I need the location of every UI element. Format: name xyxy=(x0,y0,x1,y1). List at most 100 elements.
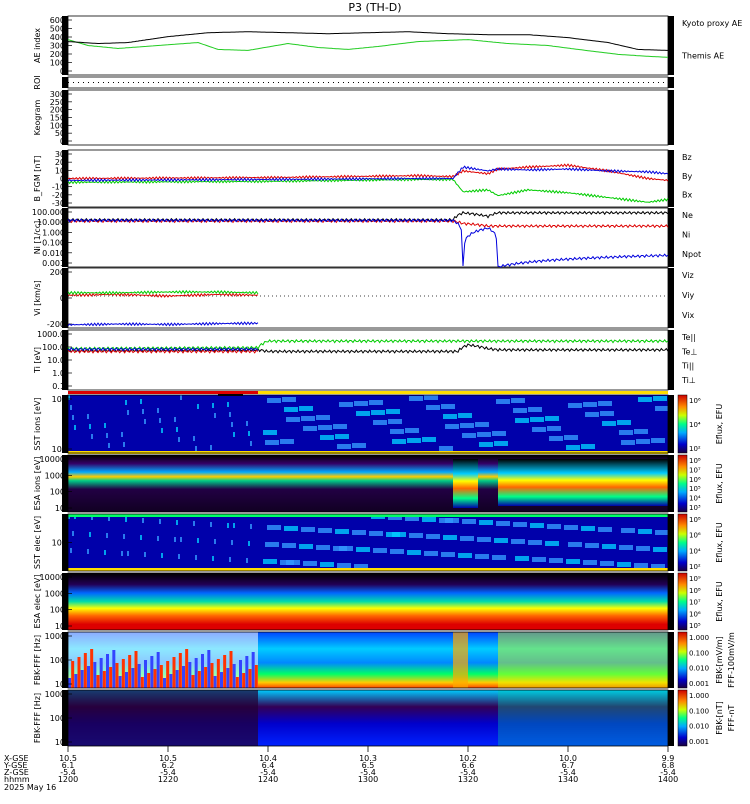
panel-sst-elec-cbar-label: Eflux, EFU xyxy=(715,522,724,563)
panel-sst-elec-cell xyxy=(515,556,529,561)
tick-zgse: -5.4 xyxy=(360,768,376,777)
panel-sst-ion-ytick: 10⁵ xyxy=(52,445,65,454)
axis-row-label: Y-GSE xyxy=(3,761,27,770)
panel-esa-ion-right-strip xyxy=(668,455,674,512)
panel-fbk-e-spike xyxy=(197,671,201,688)
panel-sst-ion-cell xyxy=(528,407,542,412)
panel-keogram-ytick: 250 xyxy=(50,98,65,107)
tick-ygse: 6.2 xyxy=(162,761,175,770)
panel-sst-ion-cbar-label: Eflux, EFU xyxy=(715,404,724,445)
panel-fbk-e-spike xyxy=(216,659,220,688)
panel-sst-ion-cell xyxy=(445,424,459,429)
panel-keogram-ytick: 50 xyxy=(55,129,65,138)
panel-sst-ion-cell xyxy=(651,438,665,443)
panel-velocity-ytick: 0 xyxy=(60,294,65,303)
panel-fbk-e-spike xyxy=(210,663,214,688)
panel-temperature-legend-item: Ti⊥ xyxy=(681,376,696,385)
panel-temperature-series-ti- xyxy=(67,338,669,351)
panel-velocity-legend-item: Viy xyxy=(682,291,695,300)
panel-fbk-e-spike xyxy=(251,652,255,688)
panel-sst-elec-cell xyxy=(530,523,544,528)
panel-temperature-bg xyxy=(68,330,668,390)
panel-fbk-b-ytick: 1000 xyxy=(45,690,65,699)
panel-fbk-e-spike xyxy=(235,677,239,688)
panel-sst-ion-cell xyxy=(229,412,231,417)
panel-sst-ion-right-strip xyxy=(668,395,674,453)
panel-sst-ion-cell xyxy=(176,427,178,432)
panel-sst-ion-cell xyxy=(282,397,296,402)
panel-fbk-e-spike xyxy=(144,660,147,688)
panel-sst-ion-cell xyxy=(267,398,281,403)
panel-sst-ion-cell xyxy=(212,403,214,408)
tick-ygse: 6.7 xyxy=(562,761,575,770)
panel-density-ytick: 0.001 xyxy=(42,259,65,268)
panel-sst-ion-cell xyxy=(157,408,159,413)
panel-keogram-ytick: 100 xyxy=(50,121,65,130)
panel-density-legend-item: Npot xyxy=(682,250,701,259)
panel-sst-ion-cell xyxy=(619,430,633,435)
panel-sst-elec-cell xyxy=(197,538,199,543)
panel-sst-ion-cell xyxy=(250,441,252,446)
panel-esa-ion-ylabel: ESA ions [eV] xyxy=(33,457,42,511)
panel-sst-ion-cell xyxy=(513,408,527,413)
panel-esa-ion-cbar-tick: 10⁷ xyxy=(689,466,701,474)
panel-sst-elec-cell xyxy=(600,561,614,566)
panel-esa-elec-ytick: 10000 xyxy=(40,573,65,582)
panel-sst-elec-cell xyxy=(462,519,476,524)
panel-sst-elec-cell xyxy=(195,555,197,560)
panel-sst-elec-cell xyxy=(458,553,472,558)
panel-sst-elec-cell xyxy=(125,517,127,522)
panel-sst-ion-cell xyxy=(386,409,400,414)
panel-esa-ion-cbar-tick: 10⁴ xyxy=(689,495,701,503)
panel-fbk-b-ytick: 100 xyxy=(50,714,65,723)
panel-sst-elec-cell xyxy=(392,532,406,537)
panel-sst-ion-cell xyxy=(530,417,544,422)
panel-sst-elec-cell xyxy=(405,516,419,521)
panel-sst-ion-cell xyxy=(549,436,563,441)
panel-sst-elec-cell xyxy=(621,528,635,533)
panel-density-legend-item: Ni xyxy=(682,231,690,240)
panel-sst-ion-cell xyxy=(174,417,176,422)
panel-fbk-e-spike xyxy=(156,652,160,688)
panel-keogram-right-strip xyxy=(668,90,674,145)
panel-fbk-e-spike xyxy=(239,660,242,688)
panel-sst-ion-cell xyxy=(231,422,233,427)
tick-hhmm: 1220 xyxy=(158,775,178,784)
panel-sst-ion-cell xyxy=(320,435,334,440)
panel-density-ylabel: Ni [1/cc] xyxy=(33,221,42,255)
panel-bfgm-ytick: 20 xyxy=(55,158,65,167)
panel-sst-elec-cell xyxy=(161,553,163,558)
panel-fbk-e-spike xyxy=(175,670,179,688)
panel-velocity-legend-item: Viz xyxy=(682,271,694,280)
panel-sst-elec-cell xyxy=(477,537,491,542)
panel-fbk-b-right-strip xyxy=(668,690,674,746)
panel-sst-ion-cell xyxy=(280,439,294,444)
panel-fbk-e-spike xyxy=(169,674,173,688)
panel-sst-ion-cell xyxy=(265,440,279,445)
panel-sst-ion-cell xyxy=(600,411,614,416)
panel-sst-ion-cell xyxy=(371,410,385,415)
panel-fbk-e-late xyxy=(498,632,668,688)
panel-sst-elec-cell xyxy=(388,515,402,520)
panel-sst-elec-cell xyxy=(265,542,279,547)
panel-sst-elec-cell xyxy=(212,556,214,561)
panel-temperature-ytick: 100.0 xyxy=(42,343,65,352)
panel-sst-elec-cell xyxy=(193,521,195,526)
panel-sst-ion-cell xyxy=(352,443,366,448)
panel-sst-ion-cell xyxy=(303,426,317,431)
panel-temperature-ytick: 1.0 xyxy=(52,369,65,378)
panel-ae-legend-item: Kyoto proxy AE xyxy=(682,19,742,28)
panel-sst-elec-cell xyxy=(104,550,106,555)
panel-esa-elec-cbar-tick: 10⁷ xyxy=(689,599,701,607)
panel-sst-ion-cell xyxy=(369,400,383,405)
panel-fbk-e-spike xyxy=(242,673,246,688)
panel-sst-ion-cell xyxy=(70,405,72,410)
panel-esa-elec-bg xyxy=(68,573,668,630)
panel-sst-ion-cell xyxy=(373,420,387,425)
panel-sst-ion-cbar-tick: 10² xyxy=(689,445,701,453)
panel-sst-ion-cell xyxy=(494,441,508,446)
panel-keogram-left-strip xyxy=(62,90,68,145)
panel-sst-ion-bottom-band xyxy=(68,451,668,454)
panel-sst-elec-cell xyxy=(121,551,123,556)
panel-sst-elec-cell xyxy=(424,551,438,556)
